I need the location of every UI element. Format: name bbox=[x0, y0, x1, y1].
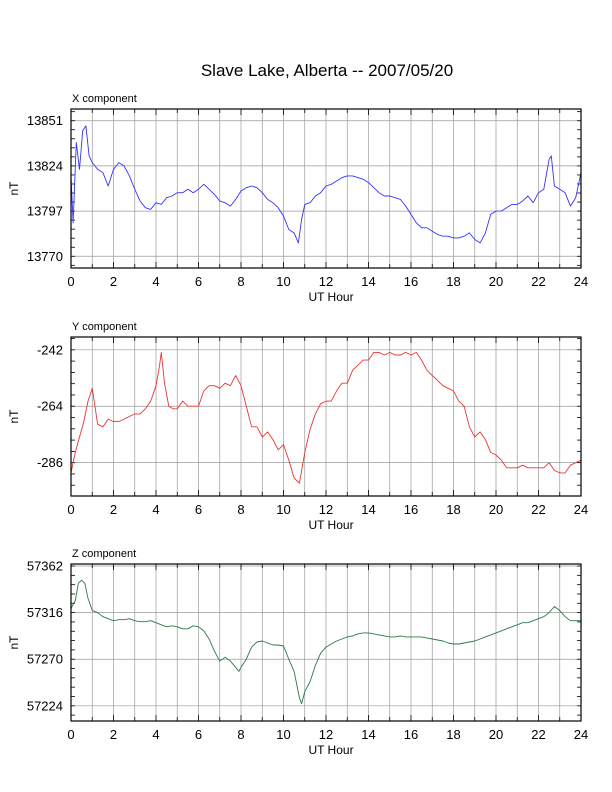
series-line bbox=[70, 351, 582, 484]
x-tick-label: 8 bbox=[237, 274, 244, 289]
x-tick-label: 6 bbox=[195, 502, 202, 517]
y-tick-label: 57224 bbox=[27, 698, 63, 713]
x-tick-label: 24 bbox=[574, 502, 588, 517]
plot-frame bbox=[70, 563, 582, 722]
x-tick-label: 8 bbox=[237, 727, 244, 742]
plot-frame bbox=[70, 336, 582, 497]
y-axis-label: nT bbox=[7, 181, 21, 196]
y-tick-label: 13851 bbox=[27, 113, 63, 128]
x-tick-label: 6 bbox=[195, 274, 202, 289]
x-tick-label: 24 bbox=[574, 727, 588, 742]
y-tick-label: 57316 bbox=[27, 605, 63, 620]
panel-title: X component bbox=[72, 93, 137, 105]
y-tick-label: -242 bbox=[37, 342, 63, 357]
x-tick-label: 18 bbox=[446, 502, 460, 517]
x-tick-label: 12 bbox=[319, 727, 333, 742]
x-axis-label: UT Hour bbox=[308, 290, 353, 304]
x-tick-label: 6 bbox=[195, 727, 202, 742]
x-tick-label: 0 bbox=[67, 727, 74, 742]
x-tick-label: 12 bbox=[319, 502, 333, 517]
x-tick-label: 22 bbox=[531, 502, 545, 517]
y-tick-label: -286 bbox=[37, 455, 63, 470]
series-line bbox=[70, 579, 581, 705]
x-tick-label: 4 bbox=[152, 502, 159, 517]
y-tick-label: 13824 bbox=[27, 158, 63, 173]
x-tick-label: 14 bbox=[361, 502, 375, 517]
x-tick-label: 18 bbox=[446, 727, 460, 742]
x-axis-label: UT Hour bbox=[308, 743, 353, 757]
x-tick-label: 0 bbox=[67, 274, 74, 289]
x-tick-label: 12 bbox=[319, 274, 333, 289]
x-tick-label: 0 bbox=[67, 502, 74, 517]
y-axis-label: nT bbox=[7, 635, 21, 650]
y-tick-label: 13770 bbox=[27, 249, 63, 264]
x-tick-label: 2 bbox=[110, 274, 117, 289]
plot-frame bbox=[70, 108, 582, 269]
y-tick-label: -264 bbox=[37, 399, 63, 414]
x-tick-label: 16 bbox=[404, 727, 418, 742]
x-tick-label: 2 bbox=[110, 727, 117, 742]
x-tick-label: 16 bbox=[404, 274, 418, 289]
x-tick-label: 10 bbox=[276, 274, 290, 289]
x-tick-label: 8 bbox=[237, 502, 244, 517]
y-tick-label: 57270 bbox=[27, 652, 63, 667]
panel-title: Z component bbox=[72, 548, 136, 560]
x-tick-label: 24 bbox=[574, 274, 588, 289]
x-tick-label: 4 bbox=[152, 274, 159, 289]
x-tick-label: 10 bbox=[276, 502, 290, 517]
x-tick-label: 22 bbox=[531, 274, 545, 289]
x-tick-label: 22 bbox=[531, 727, 545, 742]
x-tick-label: 20 bbox=[489, 727, 503, 742]
x-tick-label: 4 bbox=[152, 727, 159, 742]
x-tick-label: 18 bbox=[446, 274, 460, 289]
y-tick-label: 57362 bbox=[27, 559, 63, 574]
x-tick-label: 10 bbox=[276, 727, 290, 742]
x-tick-label: 14 bbox=[361, 274, 375, 289]
x-tick-label: 2 bbox=[110, 502, 117, 517]
x-axis-label: UT Hour bbox=[308, 518, 353, 532]
y-tick-label: 13797 bbox=[27, 204, 63, 219]
series-line bbox=[70, 125, 582, 244]
x-tick-label: 20 bbox=[489, 502, 503, 517]
panel-title: Y component bbox=[72, 321, 137, 333]
x-tick-label: 14 bbox=[361, 727, 375, 742]
y-axis-label: nT bbox=[7, 409, 21, 424]
figure-title: Slave Lake, Alberta -- 2007/05/20 bbox=[201, 61, 453, 80]
x-tick-label: 16 bbox=[404, 502, 418, 517]
x-tick-label: 20 bbox=[489, 274, 503, 289]
